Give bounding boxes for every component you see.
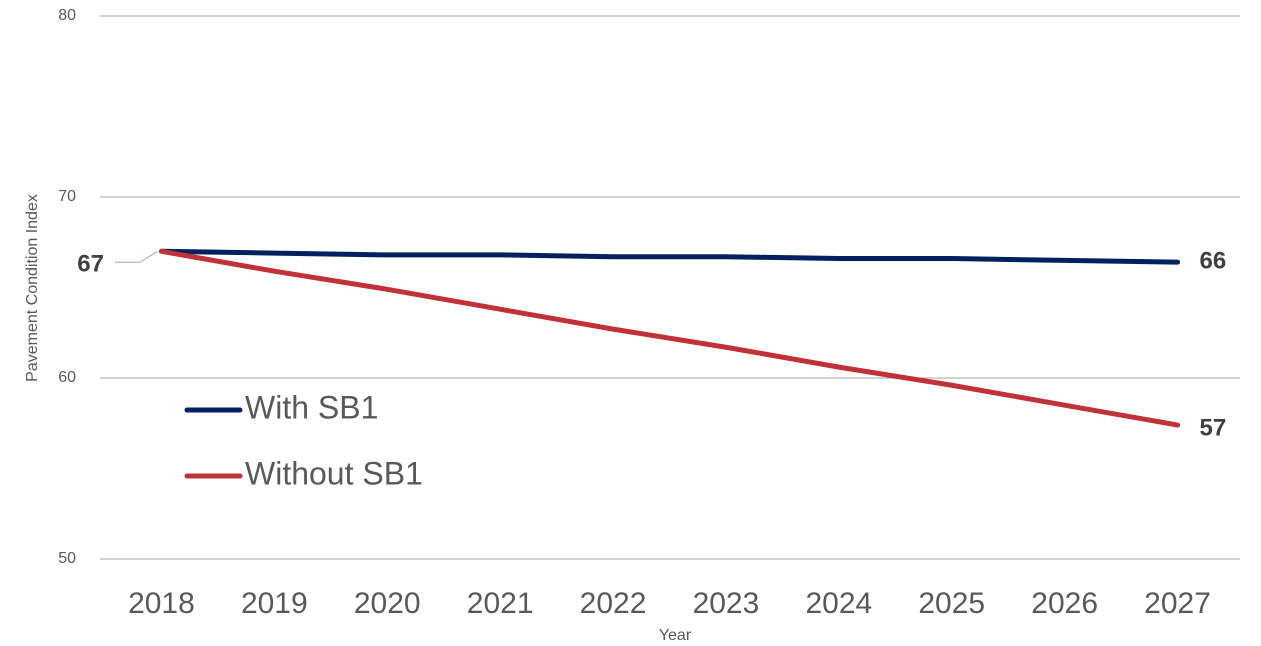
y-axis-title: Pavement Condition Index	[24, 194, 41, 382]
data-label: 66	[1200, 248, 1227, 275]
data-label: 67	[77, 251, 104, 278]
y-tick-label: 70	[58, 188, 76, 205]
x-tick-label: 2018	[128, 587, 195, 620]
x-tick-label: 2026	[1031, 587, 1098, 620]
x-tick-label: 2020	[354, 587, 421, 620]
legend-label: Without SB1	[245, 455, 423, 491]
legend-label: With SB1	[245, 389, 378, 425]
x-tick-label: 2019	[241, 587, 308, 620]
x-tick-label: 2024	[805, 587, 872, 620]
leader-line	[115, 250, 158, 263]
x-tick-label: 2025	[918, 587, 985, 620]
y-tick-label: 60	[58, 369, 76, 386]
x-tick-label: 2027	[1144, 587, 1211, 620]
x-tick-label: 2023	[693, 587, 760, 620]
x-axis-title: Year	[659, 627, 692, 644]
x-tick-label: 2021	[467, 587, 534, 620]
series-line	[158, 248, 1181, 428]
data-label: 57	[1200, 414, 1227, 441]
y-tick-label: 50	[58, 550, 76, 567]
x-tick-label: 2022	[580, 587, 647, 620]
y-tick-label: 80	[58, 7, 76, 24]
series-line	[158, 248, 1181, 265]
